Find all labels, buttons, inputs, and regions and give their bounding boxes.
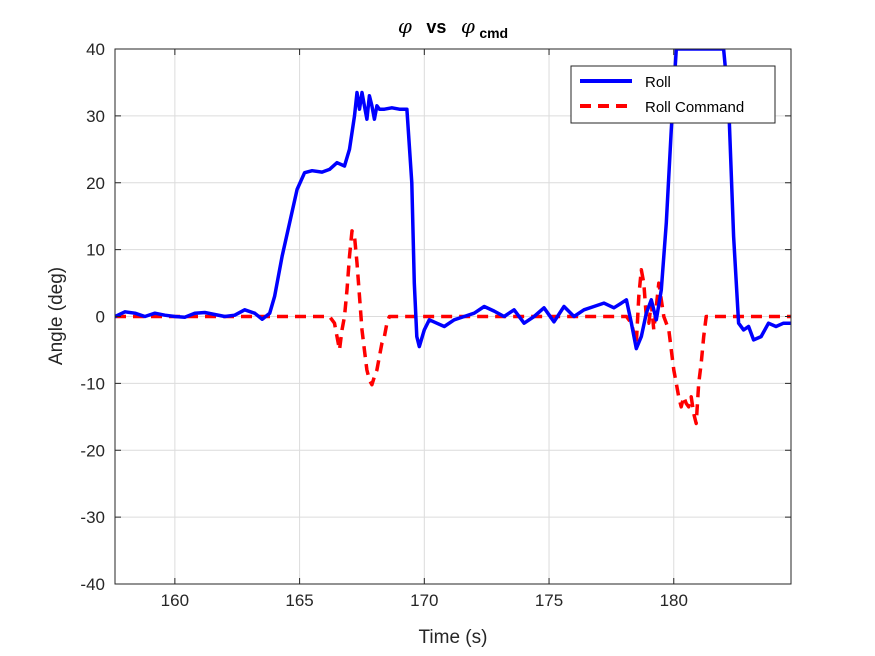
x-axis-label: Time (s) <box>419 627 488 648</box>
legend-label-roll-command: Roll Command <box>645 99 744 116</box>
title-subscript: cmd <box>479 25 508 41</box>
legend-box <box>570 65 776 124</box>
series-line-roll <box>115 49 791 351</box>
y-tick-label: 30 <box>86 107 105 126</box>
title-joiner: vs <box>426 17 446 37</box>
x-tick-label: 180 <box>660 591 688 610</box>
series-line-roll-command <box>115 229 791 426</box>
x-tick-label: 165 <box>285 591 313 610</box>
legend: Roll Roll Command <box>570 65 776 124</box>
legend-label-roll: Roll <box>645 74 671 91</box>
y-tick-label: 10 <box>86 241 105 260</box>
y-tick-label: -10 <box>80 374 105 393</box>
y-tick-label: 40 <box>86 40 105 59</box>
y-tick-label: -40 <box>80 575 105 594</box>
chart-title: φ vs φ cmd <box>398 14 508 41</box>
x-tick-label: 170 <box>410 591 438 610</box>
tick-layer: 160 165 170 175 180 -40 -30 -20 -10 0 10 20 30 40 <box>80 40 791 610</box>
y-tick-label: 0 <box>96 308 105 327</box>
title-symbol-2: φ <box>461 14 475 38</box>
y-tick-label: -20 <box>80 441 105 460</box>
x-tick-label: 160 <box>161 591 189 610</box>
series-layer <box>115 49 791 426</box>
y-tick-label: -30 <box>80 508 105 527</box>
title-symbol: φ <box>398 14 412 38</box>
y-axis-label: Angle (deg) <box>46 267 67 365</box>
y-tick-label: 20 <box>86 174 105 193</box>
x-tick-label: 175 <box>535 591 563 610</box>
